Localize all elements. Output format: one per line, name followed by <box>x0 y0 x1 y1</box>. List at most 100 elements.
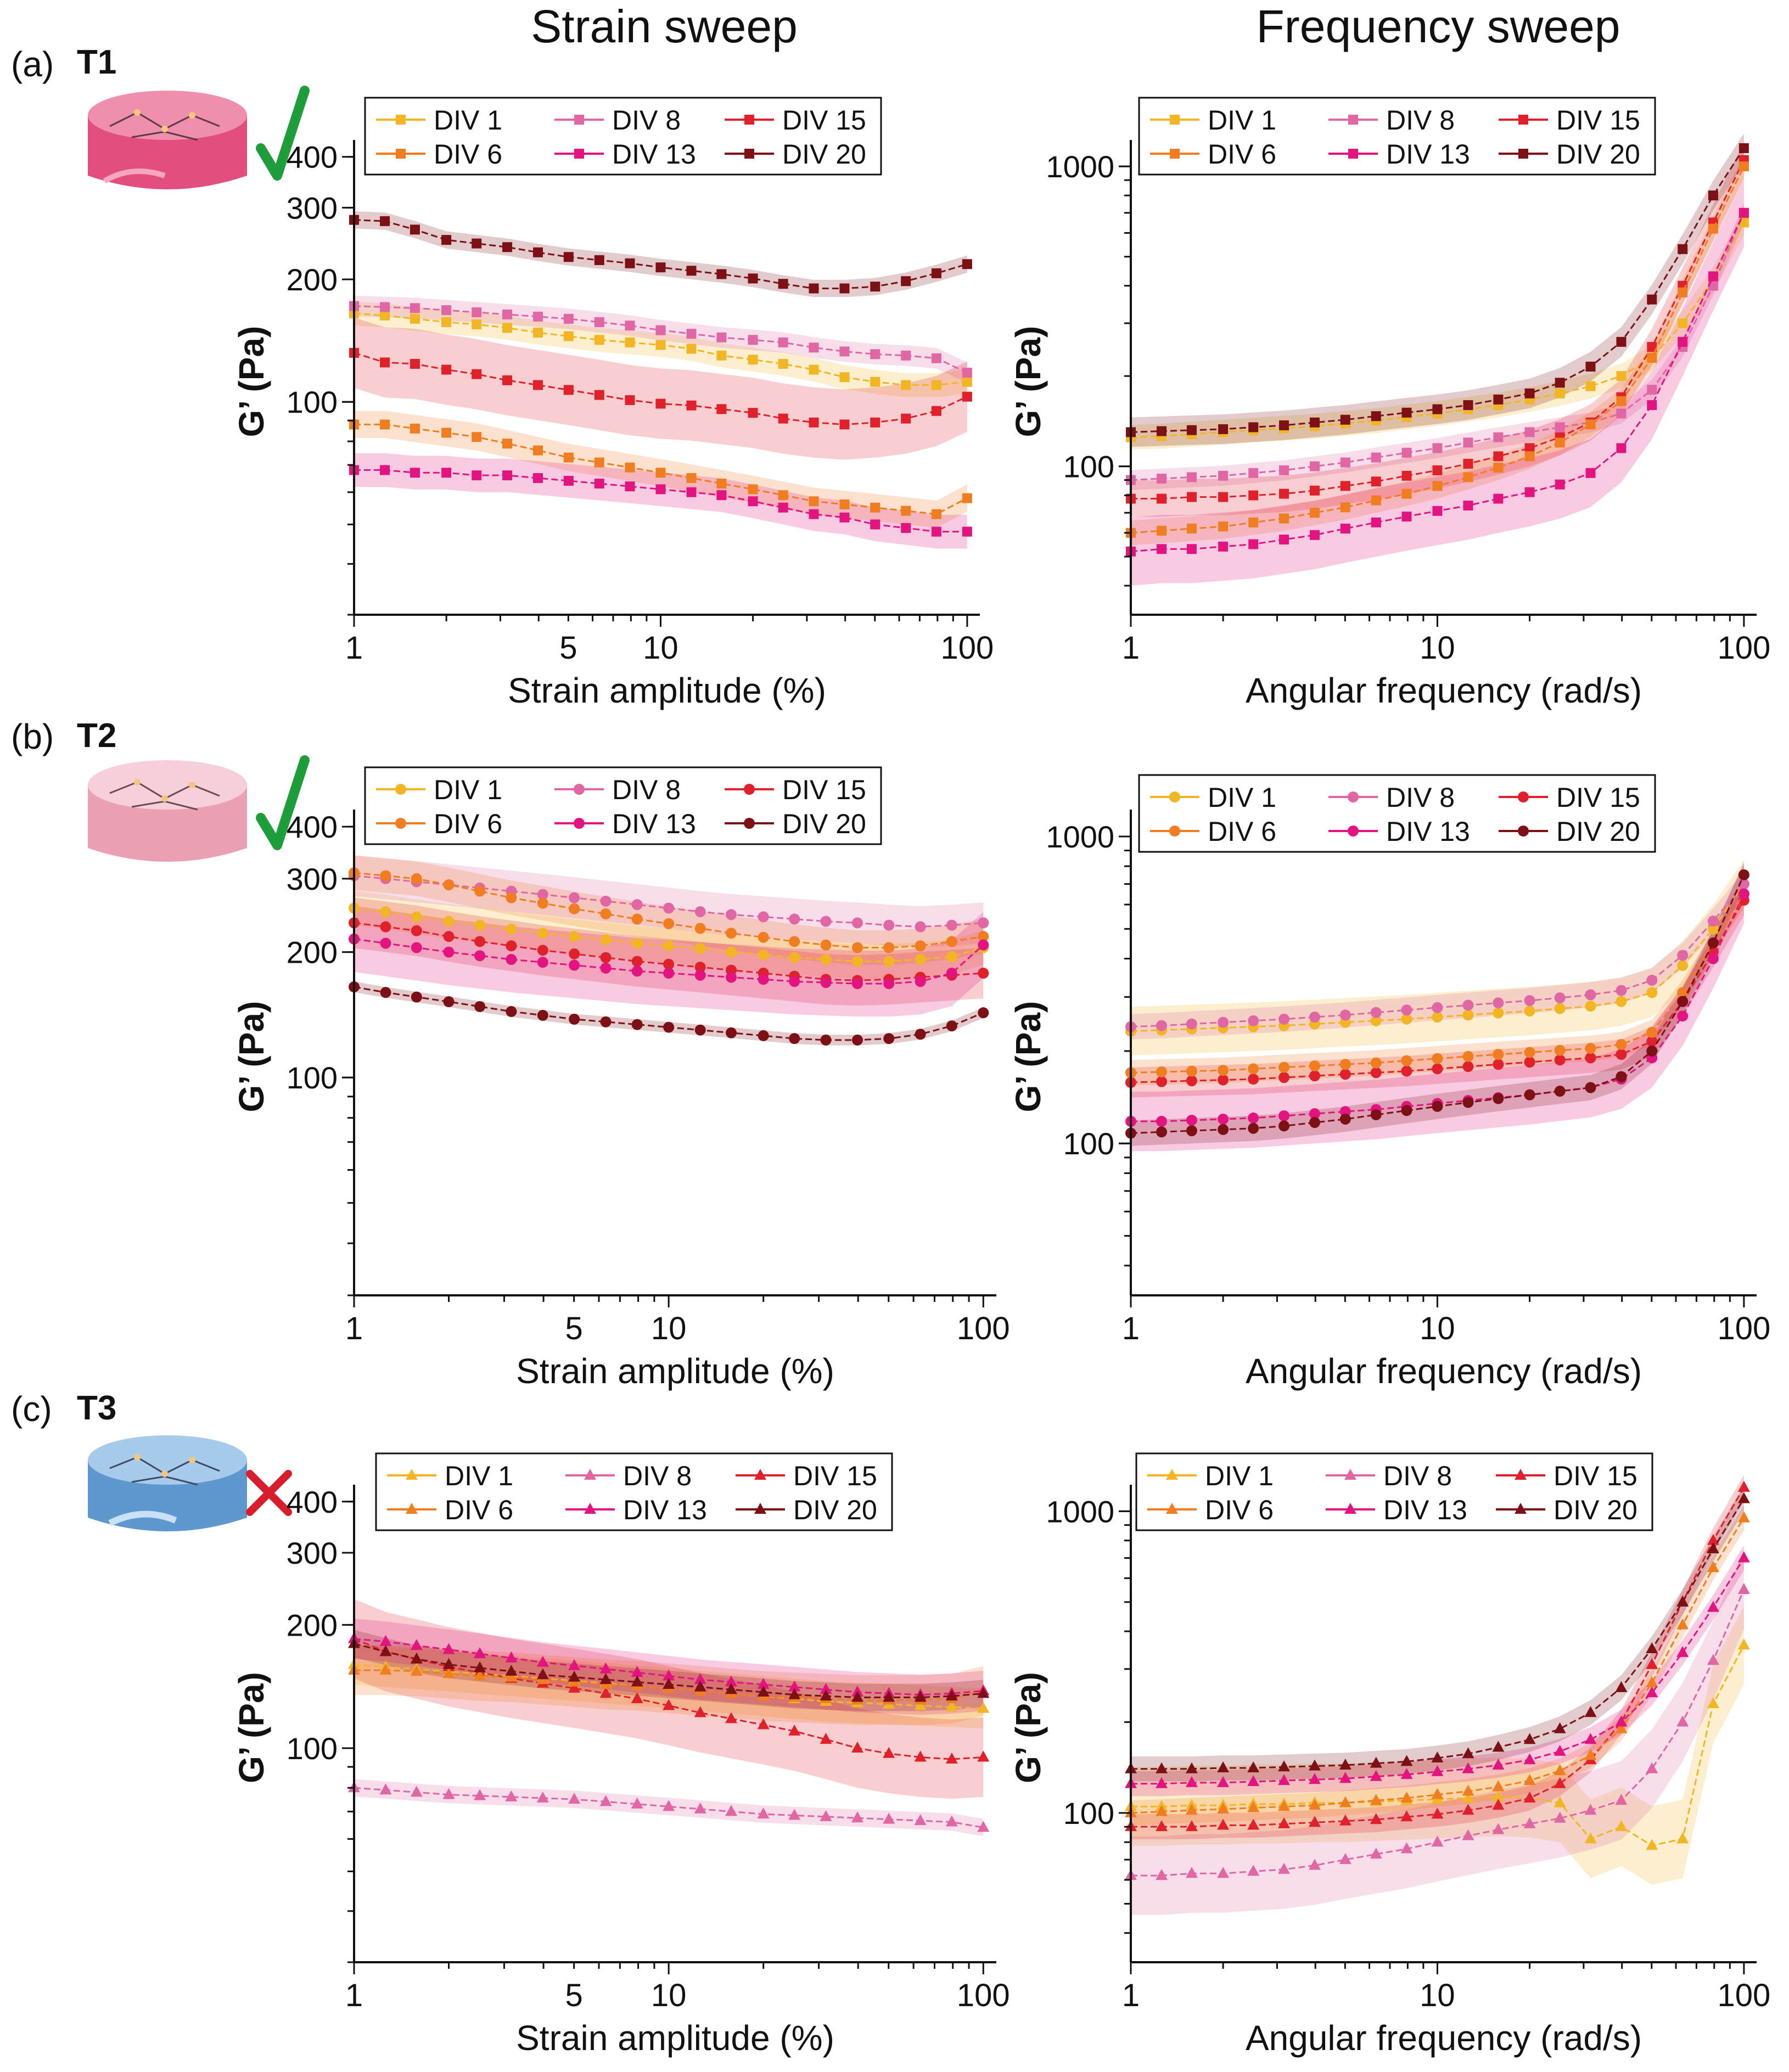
legend-label: DIV 20 <box>1556 139 1640 170</box>
data-point <box>1339 1758 1351 1770</box>
data-point <box>931 406 941 416</box>
data-point <box>631 899 643 911</box>
data-point <box>1554 1086 1566 1097</box>
data-point <box>1463 501 1473 511</box>
data-point <box>809 496 819 507</box>
data-point <box>410 468 420 478</box>
data-point <box>1248 1015 1259 1026</box>
legend: DIV 1 DIV 8 DIV 15 DIV 6 DIV 13 DIV 20 <box>375 1452 893 1531</box>
data-point <box>716 350 727 361</box>
data-point <box>663 918 675 929</box>
legend-marker <box>1348 149 1358 159</box>
data-point <box>1247 1761 1260 1772</box>
data-point <box>1585 1043 1596 1054</box>
data-point <box>915 976 926 987</box>
data-point <box>1218 424 1229 434</box>
panel-label-b: (b) <box>11 717 54 756</box>
error-band-div-13 <box>1131 178 1744 586</box>
data-point <box>1186 544 1197 554</box>
data-point <box>1555 479 1565 490</box>
data-point <box>410 358 420 369</box>
data-point <box>883 1033 895 1045</box>
data-point <box>1707 923 1719 935</box>
data-point <box>901 380 911 390</box>
legend-label: DIV 1 <box>1208 105 1276 136</box>
data-point <box>411 991 422 1003</box>
legend-marker <box>584 1503 596 1514</box>
legend-marker <box>754 1469 766 1480</box>
data-point <box>870 349 881 360</box>
data-point <box>1615 1820 1628 1832</box>
data-point <box>1737 1638 1750 1650</box>
x-axis-label: Strain amplitude (%) <box>508 671 826 710</box>
legend-label: DIV 6 <box>1208 139 1276 170</box>
legend-box <box>1138 97 1656 176</box>
data-point <box>945 1689 958 1701</box>
data-point <box>820 916 832 927</box>
legend-marker <box>574 149 584 159</box>
data-point <box>1156 1762 1168 1773</box>
data-point <box>380 419 390 430</box>
data-point <box>1462 1791 1474 1803</box>
data-point <box>1524 388 1535 398</box>
data-point <box>1156 1066 1168 1077</box>
data-point <box>1676 1715 1689 1727</box>
y-axis-label: G’ (Pa) <box>232 326 271 437</box>
x-tick-label: 10 <box>651 1311 687 1346</box>
data-point <box>410 1665 423 1676</box>
data-point <box>563 452 574 463</box>
error-band-div-15 <box>354 1599 984 1799</box>
data-point <box>1309 1117 1320 1128</box>
data-point <box>533 327 543 338</box>
data-point <box>410 423 420 434</box>
data-point <box>1400 1755 1413 1766</box>
data-point <box>1309 1012 1320 1023</box>
x-tick-label: 1 <box>345 1978 363 2013</box>
x-tick-label: 10 <box>643 630 678 666</box>
data-point <box>1401 512 1412 522</box>
data-point <box>694 1802 706 1813</box>
panel-label-c: (c) <box>11 1389 52 1429</box>
data-point <box>655 262 666 273</box>
data-point <box>1493 462 1504 473</box>
data-point <box>1554 1003 1566 1014</box>
data-point <box>1524 1089 1535 1100</box>
data-point <box>443 931 455 942</box>
data-point <box>839 283 850 294</box>
data-point <box>625 258 635 268</box>
data-point <box>1156 1805 1168 1816</box>
legend-label: DIV 20 <box>1554 1495 1637 1525</box>
data-point <box>474 950 486 962</box>
data-point <box>380 465 390 475</box>
data-point <box>1616 1071 1627 1082</box>
data-point <box>1156 1020 1168 1031</box>
data-point <box>625 481 635 492</box>
data-point <box>1463 437 1473 448</box>
data-point <box>505 1651 518 1663</box>
data-point <box>789 913 800 925</box>
legend-box <box>1138 774 1656 853</box>
data-point <box>1492 1790 1505 1801</box>
legend-label: DIV 1 <box>445 1461 513 1491</box>
data-point <box>1247 1818 1260 1830</box>
check-icon <box>256 86 310 181</box>
legend-marker <box>744 149 754 159</box>
legend-label: DIV 6 <box>434 139 502 170</box>
data-point <box>533 311 543 322</box>
data-point <box>839 499 850 509</box>
data-point <box>1646 1642 1658 1653</box>
data-point <box>474 1647 486 1659</box>
data-point <box>1309 1816 1321 1827</box>
y-axis-label: G’ (Pa) <box>1008 1001 1048 1113</box>
data-point <box>1493 1007 1504 1019</box>
data-point <box>789 952 800 963</box>
data-point <box>1462 999 1474 1011</box>
data-point <box>474 1661 486 1672</box>
data-point <box>1247 1775 1260 1786</box>
data-point <box>851 978 863 990</box>
data-point <box>1309 1108 1320 1120</box>
data-point <box>1616 985 1627 996</box>
data-point <box>820 1689 832 1701</box>
data-point <box>748 335 758 345</box>
data-point <box>694 1680 706 1692</box>
